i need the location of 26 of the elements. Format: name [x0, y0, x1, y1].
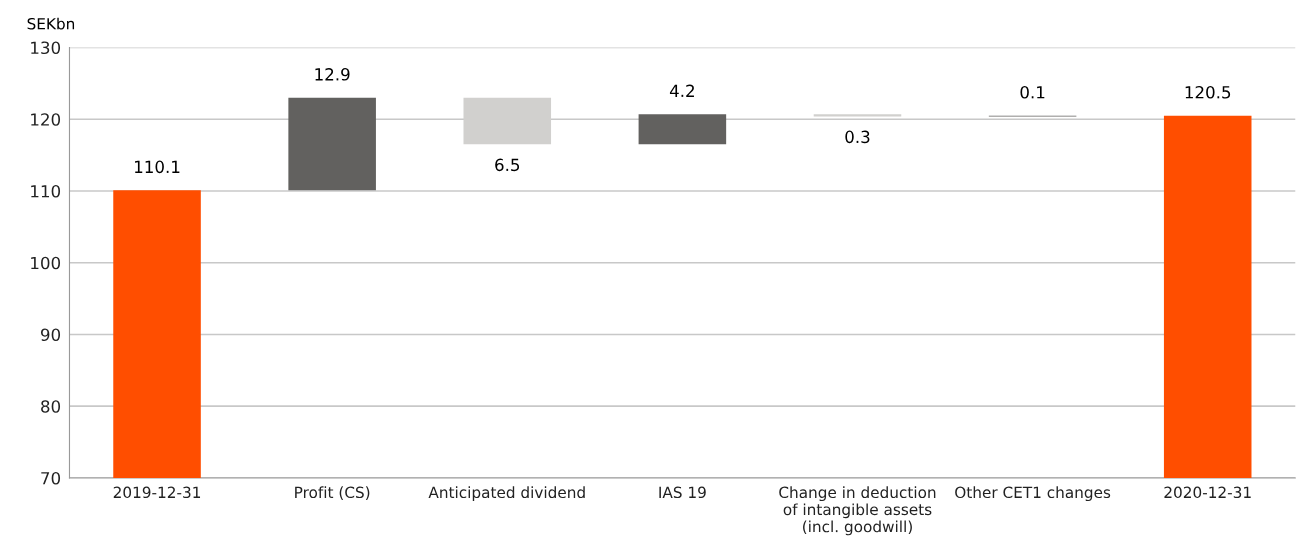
x-tick-label: 2020-12-31	[1164, 486, 1251, 499]
y-tick-label: 100	[31, 256, 61, 270]
y-tick-label: 120	[31, 113, 61, 126]
bar	[1163, 115, 1252, 478]
x-tick-label: IAS 19	[659, 486, 706, 499]
data-label: 110.1	[135, 160, 180, 174]
y-tick-label: 110	[31, 184, 61, 198]
data-label: 6.5	[495, 158, 520, 172]
y-tick-label: 90	[40, 328, 61, 342]
data-label: 4.2	[669, 84, 694, 97]
bar	[638, 114, 727, 145]
y-tick-label: 130	[31, 41, 61, 55]
x-tick-label: 2019-12-31	[113, 486, 201, 499]
y-axis-title: SEKbn	[27, 17, 75, 30]
bar	[288, 97, 376, 191]
x-tick-label: Profit (CS)	[295, 486, 370, 500]
x-tick-label: Anticipated dividend	[428, 486, 585, 502]
data-label: 0.3	[845, 130, 870, 144]
data-label: 120.5	[1185, 85, 1231, 99]
y-tick-label: 70	[41, 471, 61, 485]
data-label: 0.1	[1020, 85, 1045, 99]
x-tick-label: Other CET1 changes	[955, 486, 1111, 502]
data-label: 12.9	[315, 68, 350, 81]
x-tick-label: Change in deduction of intangible assets (incl. goodwill)	[779, 486, 936, 536]
bar	[113, 190, 201, 478]
y-tick-label: 80	[41, 400, 61, 413]
